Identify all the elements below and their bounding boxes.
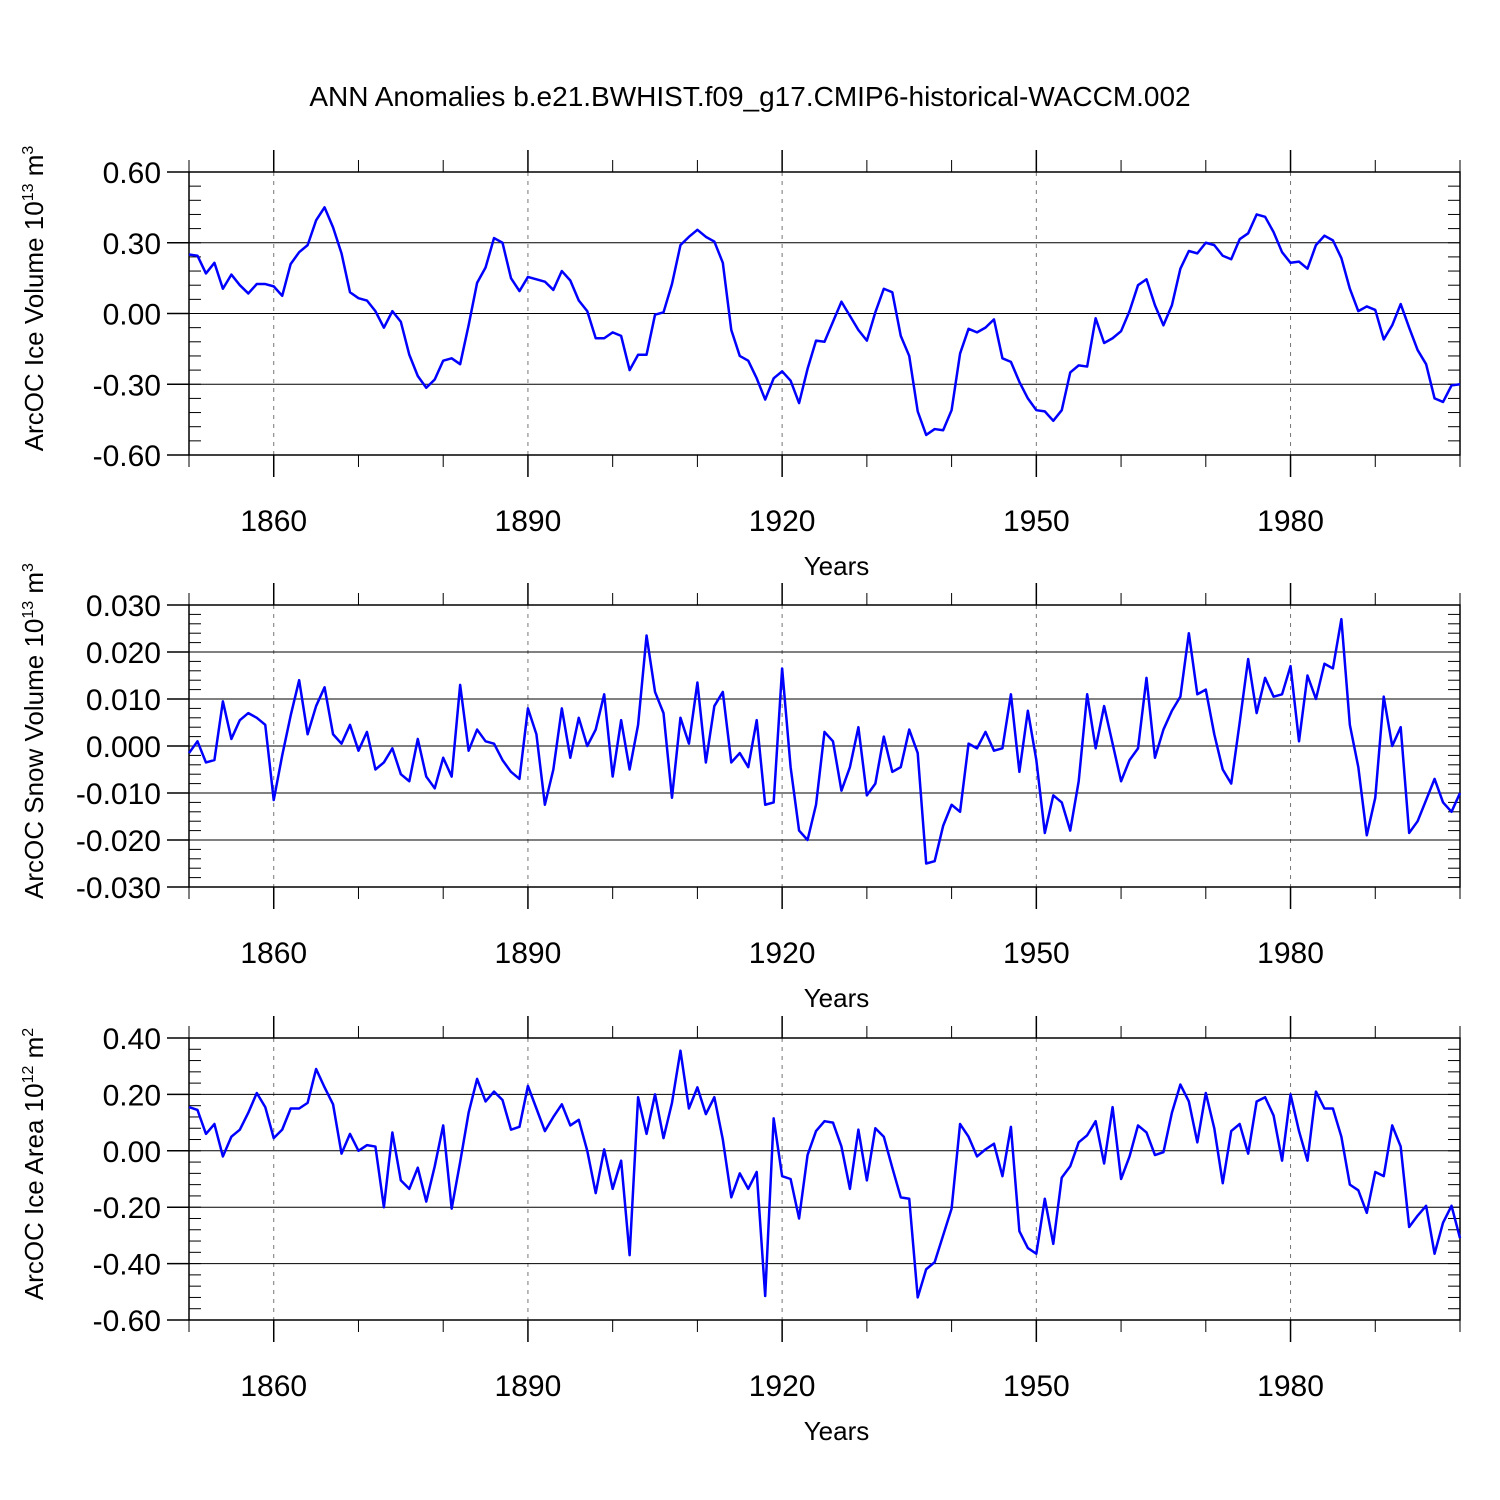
x-tick-label: 1920 — [749, 505, 816, 538]
plot-frame — [188, 1037, 1461, 1321]
y-axis-title-exponent: 12 — [20, 1066, 37, 1084]
y-axis-title-unit-exponent: 2 — [20, 1028, 37, 1037]
y-axis-title-exponent: 13 — [20, 183, 37, 201]
y-tick-label: -0.020 — [76, 825, 161, 858]
x-tick-label: 1860 — [240, 505, 307, 538]
y-tick-label: -0.20 — [93, 1192, 161, 1225]
y-tick-label: -0.30 — [93, 369, 161, 402]
y-tick-label: 0.020 — [86, 637, 161, 670]
y-tick-label: 0.010 — [86, 684, 161, 717]
x-tick-label: 1980 — [1257, 505, 1324, 538]
y-axis-title-main: ArcOC Ice Area 10 — [19, 1083, 49, 1300]
x-tick-label: 1950 — [1003, 505, 1070, 538]
y-tick-label: 0.000 — [86, 731, 161, 764]
y-axis-title-main: ArcOC Ice Volume 10 — [19, 201, 49, 451]
y-axis-title-unit: m — [19, 1037, 49, 1066]
y-tick-label: -0.010 — [76, 778, 161, 811]
panel-ice-area: 0.40 0.20 0.00 -0.20 -0.40 -0.60 1860 1890 1920 1… — [19, 1016, 1462, 1446]
y-axis-title-unit: m — [19, 572, 49, 601]
x-tick-label: 1980 — [1257, 1370, 1324, 1403]
x-tick-label: 1890 — [495, 1370, 562, 1403]
series-line — [188, 206, 1461, 437]
y-tick-label: 0.00 — [103, 1136, 161, 1169]
x-tick-label: 1950 — [1003, 937, 1070, 970]
x-tick-label: 1890 — [495, 505, 562, 538]
y-axis-title: ArcOC Ice Area 1012 m2 — [19, 1028, 49, 1300]
y-axis-title: ArcOC Ice Volume 1013 m3 — [19, 146, 49, 452]
x-tick-label: 1860 — [240, 937, 307, 970]
y-axis-title-unit-exponent: 3 — [20, 146, 37, 155]
y-tick-label: 0.30 — [103, 228, 161, 261]
y-tick-label: -0.030 — [76, 872, 161, 905]
series-line — [187, 617, 1462, 865]
x-tick-label: 1920 — [749, 937, 816, 970]
y-tick-label: 0.60 — [103, 157, 161, 190]
x-axis-title: Years — [804, 983, 870, 1013]
y-tick-label: 0.00 — [103, 299, 161, 332]
x-tick-label: 1980 — [1257, 937, 1324, 970]
y-tick-label: 0.40 — [103, 1023, 161, 1056]
y-tick-label: 0.20 — [103, 1079, 161, 1112]
y-tick-label: 0.030 — [86, 590, 161, 623]
x-tick-label: 1950 — [1003, 1370, 1070, 1403]
x-tick-label: 1860 — [240, 1370, 307, 1403]
y-axis-title-unit: m — [19, 155, 49, 184]
y-axis-title-main: ArcOC Snow Volume 10 — [19, 619, 49, 899]
x-axis-title: Years — [804, 551, 870, 581]
panel-ice-volume: 0.60 0.30 0.00 -0.30 -0.60 1860 1890 1920 1950 19… — [19, 146, 1461, 581]
x-axis-title: Years — [804, 1416, 870, 1446]
chart-title: ANN Anomalies b.e21.BWHIST.f09_g17.CMIP6… — [309, 81, 1190, 112]
y-tick-label: -0.40 — [93, 1249, 161, 1282]
y-tick-label: -0.60 — [93, 1305, 161, 1338]
y-axis-title: ArcOC Snow Volume 1013 m3 — [19, 563, 49, 899]
panel-snow-volume: 0.030 0.020 0.010 0.000 -0.010 -0.020 -0.030 18… — [19, 563, 1462, 1013]
series-line — [188, 1049, 1462, 1299]
x-tick-label: 1920 — [749, 1370, 816, 1403]
x-tick-label: 1890 — [495, 937, 562, 970]
y-axis-title-unit-exponent: 3 — [20, 563, 37, 572]
y-tick-label: -0.60 — [93, 440, 161, 473]
y-axis-title-exponent: 13 — [20, 601, 37, 619]
